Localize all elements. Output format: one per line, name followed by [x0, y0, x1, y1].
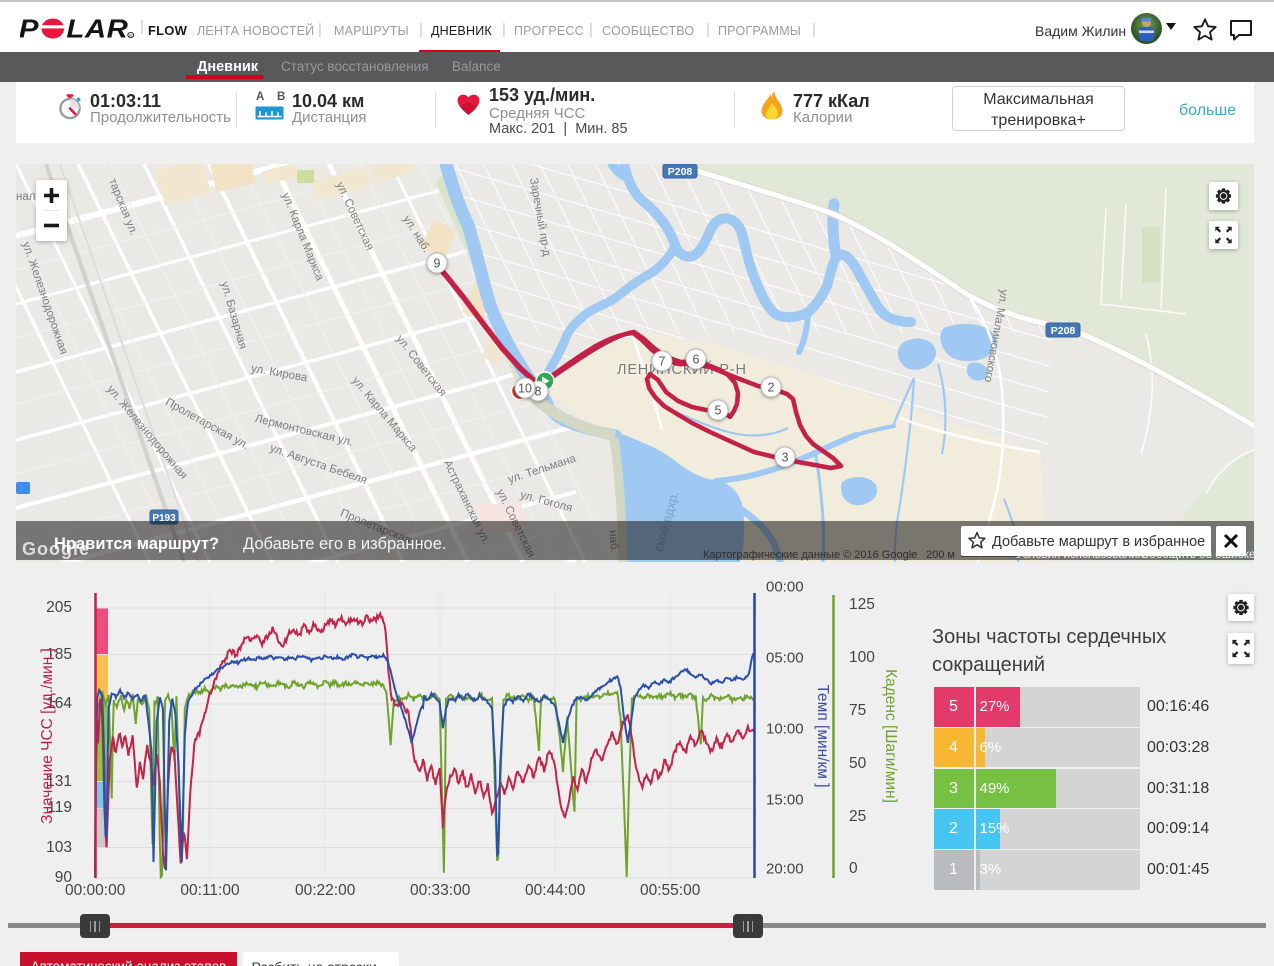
svg-text:8: 8: [535, 385, 542, 399]
svg-text:Google: Google: [22, 539, 90, 559]
svg-text:P208: P208: [1051, 325, 1076, 337]
svg-text:10: 10: [518, 382, 532, 396]
svg-text:6: 6: [693, 353, 700, 367]
svg-text:P: P: [20, 16, 39, 42]
svg-text:5: 5: [715, 404, 722, 418]
svg-text:3: 3: [782, 451, 789, 465]
svg-text:R: R: [129, 33, 132, 38]
svg-text:P208: P208: [668, 166, 693, 178]
svg-text:Нравится маршрут?: Нравится маршрут?: [54, 535, 219, 553]
svg-text:7: 7: [659, 355, 666, 369]
svg-text:200 м: 200 м: [926, 549, 955, 561]
svg-text:2: 2: [768, 381, 775, 395]
svg-text:Картографические данные © 2016: Картографические данные © 2016 Google: [703, 549, 917, 561]
svg-text:нал: нал: [16, 191, 35, 203]
svg-text:LAR: LAR: [66, 16, 128, 42]
svg-text:P193: P193: [152, 513, 176, 524]
svg-text:Добавьте его в избранное.: Добавьте его в избранное.: [243, 535, 447, 553]
svg-text:9: 9: [434, 257, 441, 271]
svg-text:Добавьте маршрут в избранное: Добавьте маршрут в избранное: [992, 534, 1205, 550]
